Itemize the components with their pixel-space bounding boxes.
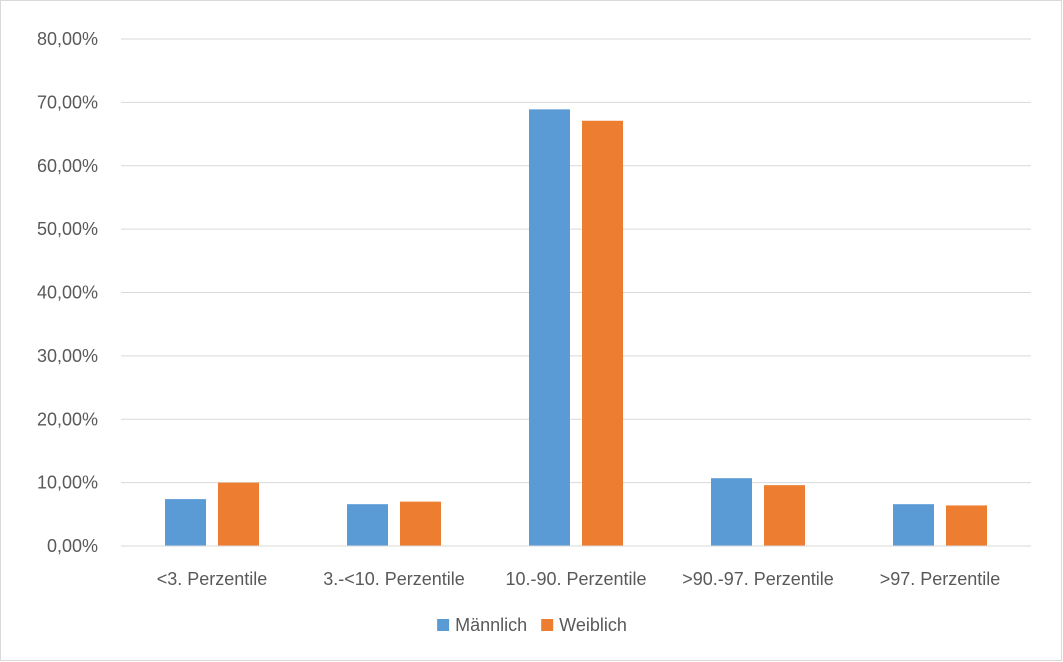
- bar-maennlich-0: [165, 499, 206, 546]
- bar-weiblich-1: [400, 501, 441, 546]
- x-axis: <3. Perzentile 3.-<10. Perzentile 10.-90. …: [121, 545, 1031, 589]
- x-tick-label: <3. Perzentile: [157, 569, 268, 589]
- y-tick-label: 80,00%: [37, 29, 98, 49]
- y-tick-label: 30,00%: [37, 346, 98, 366]
- legend: Männlich Weiblich: [437, 615, 627, 635]
- y-tick-label: 0,00%: [47, 536, 98, 556]
- bar-maennlich-3: [711, 478, 752, 546]
- bar-weiblich-2: [582, 120, 623, 546]
- bar-maennlich-1: [347, 504, 388, 546]
- y-tick-label: 20,00%: [37, 409, 98, 429]
- bar-maennlich-2: [529, 109, 570, 546]
- y-tick-label: 70,00%: [37, 92, 98, 112]
- gridlines: [121, 38, 1031, 484]
- legend-swatch-weiblich: [541, 619, 554, 631]
- x-tick-label: >90.-97. Perzentile: [682, 569, 834, 589]
- bar-weiblich-3: [764, 485, 805, 546]
- y-tick-label: 60,00%: [37, 156, 98, 176]
- y-axis: 0,00% 10,00% 20,00% 30,00% 40,00% 50,00% 60,00…: [37, 29, 98, 556]
- y-tick-label: 40,00%: [37, 283, 98, 303]
- bar-weiblich-0: [218, 482, 259, 546]
- bar-weiblich-4: [946, 505, 987, 546]
- y-tick-label: 10,00%: [37, 473, 98, 493]
- legend-swatch-maennlich: [437, 619, 450, 631]
- bar-maennlich-4: [893, 504, 934, 546]
- y-tick-label: 50,00%: [37, 219, 98, 239]
- x-tick-label: 10.-90. Perzentile: [505, 569, 646, 589]
- bars: [165, 109, 987, 546]
- legend-label-maennlich: Männlich: [455, 615, 527, 635]
- legend-label-weiblich: Weiblich: [559, 615, 627, 635]
- x-tick-label: 3.-<10. Perzentile: [323, 569, 465, 589]
- x-tick-label: >97. Perzentile: [880, 569, 1001, 589]
